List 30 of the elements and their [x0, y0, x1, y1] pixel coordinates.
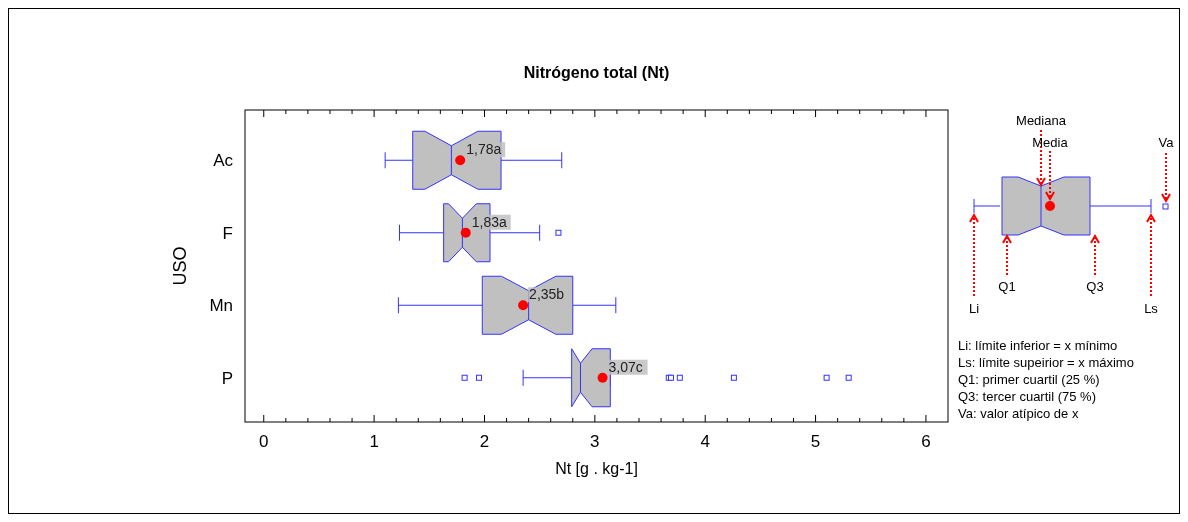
y-tick-label: Mn — [209, 296, 233, 316]
x-tick-label: 2 — [479, 432, 490, 451]
text: Q3: tercer cuartil (75 %) — [958, 389, 1096, 404]
y-tick-label: P — [221, 368, 233, 388]
text: Ls: límite supeirior = x máximo — [958, 355, 1134, 370]
text: Va: valor atípico de x — [958, 406, 1079, 421]
y-tick-label: Ac — [213, 151, 234, 171]
annotation: 1,83a — [471, 213, 507, 230]
text: Q1 — [998, 279, 1016, 294]
y-axis-title: USO — [170, 246, 190, 286]
text: Ls — [1144, 301, 1159, 316]
x-axis-title: Nt [g . kg-1] — [555, 460, 638, 477]
annotation: 1,78a — [466, 141, 502, 158]
y-tick-label: F — [222, 223, 233, 243]
x-tick-label: 0 — [259, 432, 269, 451]
text: Va — [1158, 135, 1175, 150]
text: Mediana — [1016, 113, 1067, 128]
x-tick-label: 3 — [590, 432, 600, 451]
x-tick-label: 6 — [921, 432, 931, 451]
text: Media — [1032, 135, 1069, 150]
chart-title: Nitrógeno total (Nt) — [523, 64, 670, 81]
x-tick-label: 5 — [810, 432, 821, 451]
text: Q3 — [1086, 279, 1104, 294]
text: Q1: primer cuartil (25 %) — [958, 372, 1100, 387]
x-tick-label: 1 — [369, 432, 379, 451]
text: Li: límite inferior = x mínimo — [958, 338, 1118, 353]
annotation: 2,35b — [529, 286, 565, 303]
annotation: 3,07c — [608, 358, 643, 375]
text: Li — [968, 301, 980, 316]
x-tick-label: 4 — [700, 432, 710, 451]
